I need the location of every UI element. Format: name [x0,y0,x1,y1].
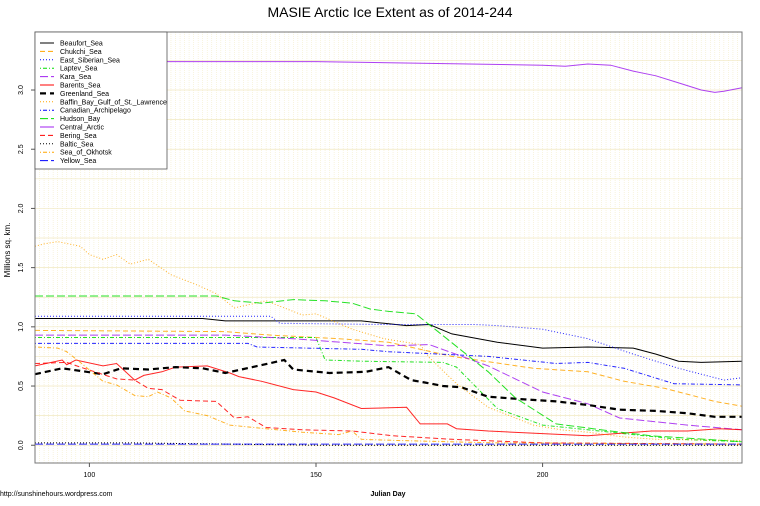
legend-label: East_Siberian_Sea [60,57,120,64]
legend-label: Kara_Sea [60,74,91,81]
legend-label: Hudson_Bay [60,116,101,123]
series-line-chukchi_sea [34,329,743,407]
axes: 100 150 200 0.0 0.5 1.0 1.5 2.0 2.5 3.0 [18,85,549,479]
x-tick-label: 100 [84,472,96,479]
legend-label: Beaufort_Sea [60,41,103,48]
legend-label: Greenland_Sea [60,91,109,98]
source-url: http://sunshinehours.wordpress.com [0,491,113,498]
legend-label: Chukchi_Sea [60,49,102,56]
legend-label: Bering_Sea [60,133,97,140]
y-tick-label: 3.0 [18,85,25,95]
legend-label: Baffin_Bay_Gulf_of_St._Lawrence [60,99,167,106]
y-tick-label: 0.5 [18,381,25,391]
legend-label: Central_Arctic [60,125,104,132]
y-axis-label: Millions sq. km. [3,223,12,278]
series-line-central_arctic [34,61,743,93]
series-line-barents_sea [34,359,743,437]
series-line-greenland_sea [34,358,742,418]
x-tick-label: 150 [310,472,322,479]
legend-box [34,31,168,170]
series-line-laptev_sea [35,337,743,443]
series-line-sea_of_okhotsk [34,346,743,445]
chart-title: MASIE Arctic Ice Extent as of 2014-244 [267,4,512,20]
series-line-bering_sea [34,361,743,445]
y-tick-label: 1.0 [18,322,25,332]
legend-label: Yellow_Sea [60,158,96,165]
y-tick-label: 1.5 [18,263,25,273]
y-tick-label: 2.0 [18,203,25,213]
legend-label: Barents_Sea [60,83,101,90]
legend-label: Laptev_Sea [60,66,97,73]
legend-label: Sea_of_Okhotsk [60,150,112,157]
series-line-baltic_sea [35,442,742,446]
legend: Beaufort_SeaChukchi_SeaEast_Siberian_Sea… [34,31,168,170]
legend-label: Canadian_Archipelago [60,108,131,115]
series-lines [34,61,743,446]
x-tick-label: 200 [537,472,549,479]
series-line-kara_sea [35,334,743,431]
series-line-hudson_bay [35,295,743,443]
y-tick-label: 0.0 [18,440,25,450]
x-axis-label: Julian Day [370,491,405,498]
y-tick-label: 2.5 [18,144,25,154]
plot-frame [34,31,743,464]
series-line-canadian_archipelago [35,342,743,386]
series-line-beaufort_sea [35,318,743,363]
legend-label: Baltic_Sea [60,141,94,148]
